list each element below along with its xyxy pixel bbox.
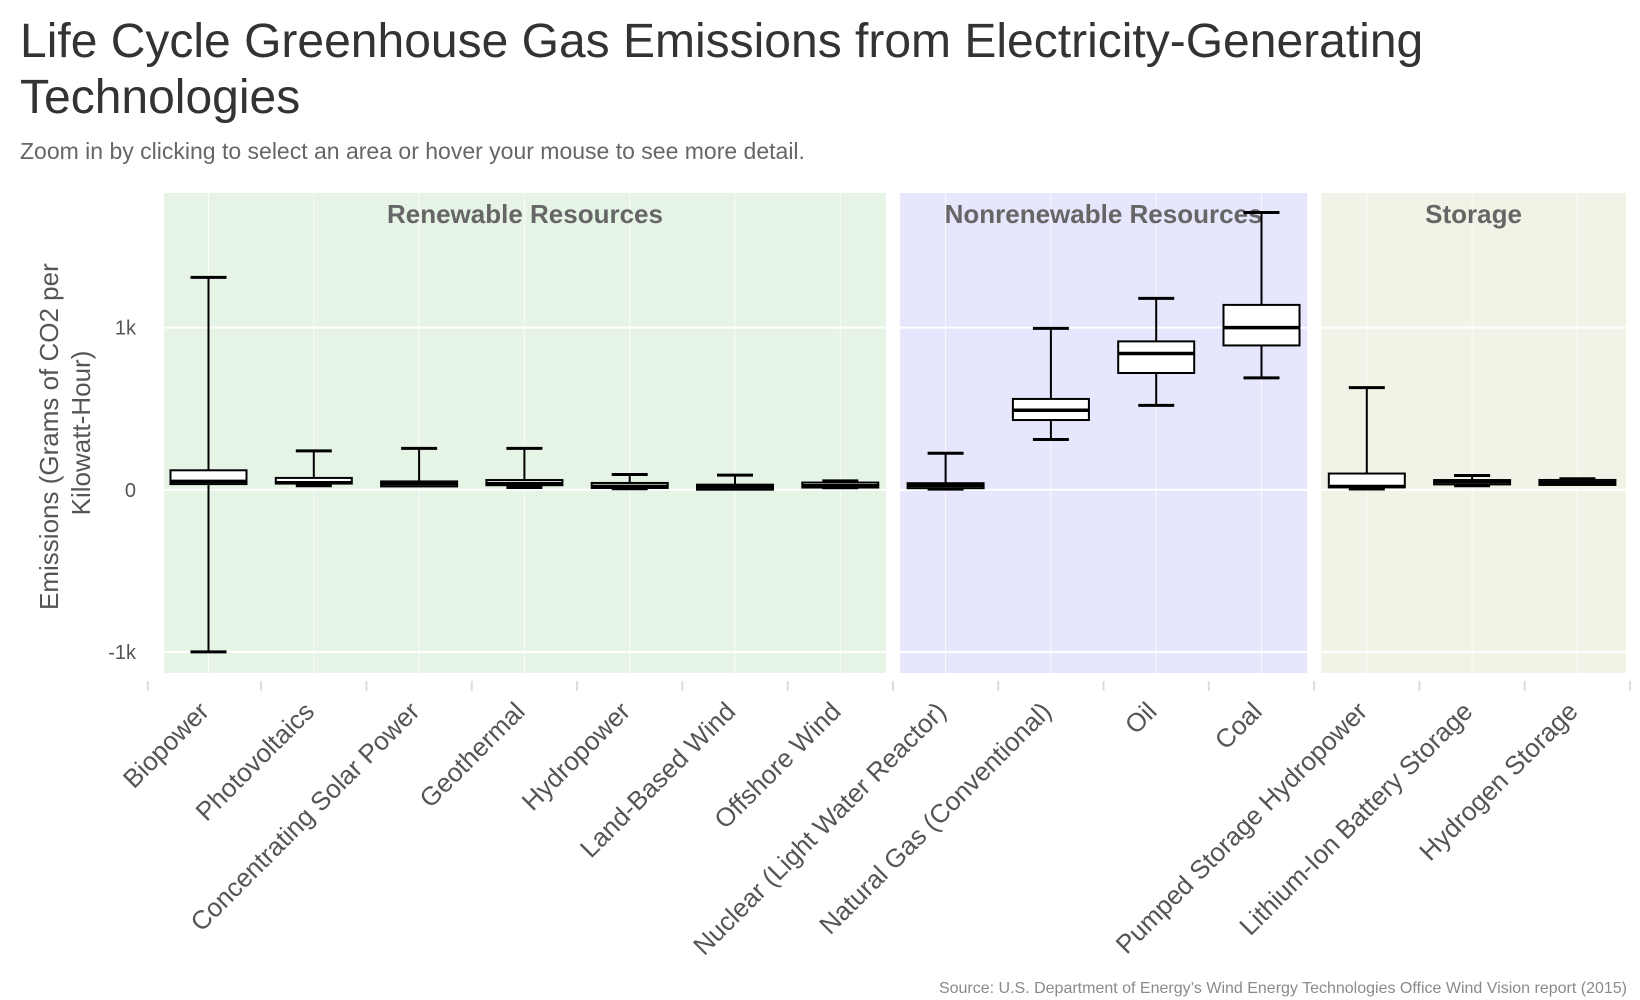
box-0[interactable] [169, 275, 248, 654]
box-7[interactable] [906, 451, 985, 491]
y-axis: -1k 0 1k [108, 318, 137, 664]
box-series [169, 210, 1617, 654]
y-tick-label-1: 0 [125, 480, 136, 502]
group-panel-2 [1321, 193, 1626, 673]
group-strip-labels: Renewable Resources Nonrenewable Resource… [387, 199, 1522, 229]
box-10[interactable] [1222, 210, 1301, 380]
y-axis-label-line-2: Kilowatt-Hour) [66, 351, 96, 516]
y-axis-label-line-1: Emissions (Grams of CO2 per [34, 263, 64, 610]
group-panel-0 [164, 193, 886, 673]
box-6[interactable] [801, 479, 880, 490]
box-rect-9 [1117, 340, 1196, 375]
y-axis-label: Emissions (Grams of CO2 per Kilowatt-Hou… [34, 256, 96, 610]
box-5[interactable] [696, 473, 774, 491]
box-8[interactable] [1011, 326, 1090, 441]
x-tick-label-0: Biopower [117, 696, 215, 794]
box-1[interactable] [274, 449, 353, 488]
box-3[interactable] [485, 446, 564, 489]
box-2[interactable] [380, 446, 459, 488]
group-panels [164, 193, 1626, 673]
source-note: Source: U.S. Department of Energy’s Wind… [938, 980, 1627, 997]
x-tick-label-10: Coal [1209, 696, 1268, 755]
group-label-0: Renewable Resources [387, 199, 663, 229]
group-label-1: Nonrenewable Resources [945, 199, 1263, 229]
box-9[interactable] [1117, 296, 1196, 407]
box-rect-10 [1222, 303, 1301, 347]
x-tick-label-9: Oil [1119, 696, 1163, 740]
group-label-2: Storage [1425, 199, 1522, 229]
y-tick-label-2: 1k [115, 318, 137, 340]
group-panel-1 [899, 193, 1308, 673]
page-title: Life Cycle Greenhouse Gas Emissions from… [20, 15, 1424, 124]
page-subtitle: Zoom in by clicking to select an area or… [20, 138, 805, 164]
x-tick-label-3: Geothermal [413, 696, 530, 813]
box-13[interactable] [1538, 477, 1617, 486]
box-4[interactable] [590, 473, 669, 491]
box-12[interactable] [1433, 473, 1512, 488]
box-11[interactable] [1327, 386, 1406, 491]
y-tick-label-0: -1k [108, 642, 137, 664]
